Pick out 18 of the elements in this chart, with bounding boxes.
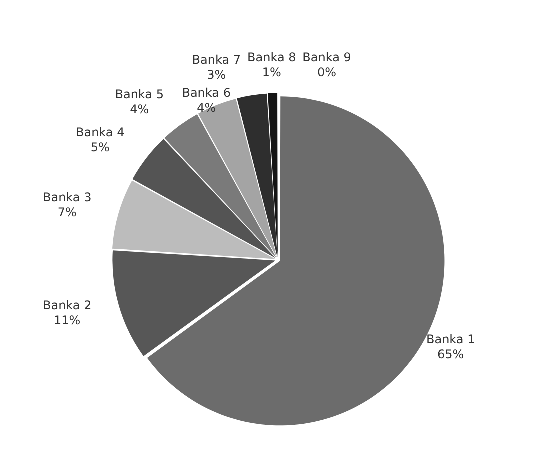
data-label: 3% <box>207 68 226 82</box>
data-label: 1% <box>262 66 282 80</box>
slice-label: Banka 5 <box>115 88 164 102</box>
slice-label: Banka 8 <box>248 50 296 65</box>
data-label: 7% <box>58 206 77 220</box>
data-label: 11% <box>54 314 81 328</box>
category-label: Banka 9 <box>302 50 352 65</box>
text: 0% <box>317 66 337 80</box>
data-label: 65% <box>438 348 464 362</box>
slice-label: Banka 2 <box>42 298 92 313</box>
data-label: 4% <box>130 102 150 117</box>
slice-label: Banka 1 <box>426 332 476 347</box>
data-label: 5% <box>90 140 110 155</box>
slice-label: Banka 4 <box>76 126 125 140</box>
slice-label: Banka 3 <box>42 190 92 204</box>
slice-label: Banka 7 <box>192 53 242 68</box>
data-label: 4% <box>197 101 216 116</box>
slice-label: Banka 6 <box>182 86 231 100</box>
